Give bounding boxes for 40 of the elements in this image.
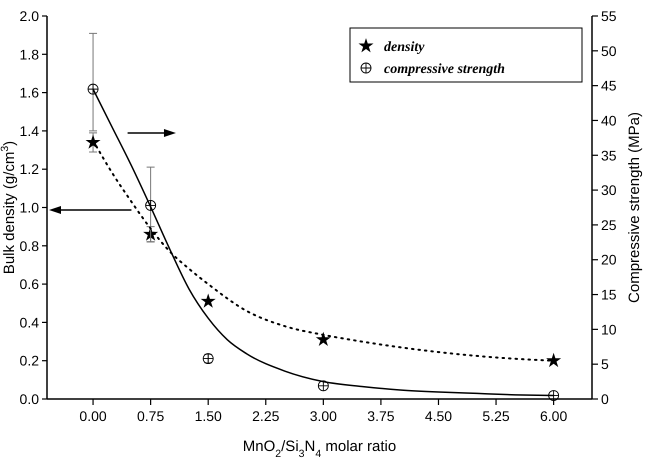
y-tick-label: 0.6 (20, 276, 40, 292)
x-tick-label: 5.25 (482, 408, 510, 424)
y-tick-label: 0.0 (20, 391, 40, 407)
point (318, 380, 329, 392)
y2-tick-label: 15 (601, 286, 617, 303)
x-tick-label: 6.00 (540, 408, 568, 424)
y2-tick-label: 20 (601, 252, 617, 268)
y-tick-label: 1.0 (20, 200, 40, 216)
y-tick-label: 1.8 (20, 46, 40, 62)
y-tick-label: 0.2 (20, 352, 40, 369)
x-tick-label: 0.00 (79, 408, 107, 424)
y2-tick-label: 0 (601, 391, 609, 407)
y2-tick-label: 30 (601, 182, 617, 198)
point (200, 293, 216, 308)
y2-tick-label: 25 (601, 216, 617, 233)
y2-tick-label: 45 (601, 78, 617, 94)
y2-tick-label: 35 (601, 147, 617, 164)
x-tick-label: 0.75 (137, 408, 164, 424)
y-tick-label: 0.4 (20, 314, 40, 330)
y-tick-label: 2.0 (20, 8, 40, 24)
x-axis-title: MnO$_{2}$/Si$_{3}$N$_{4}$ molar ratio (242, 438, 396, 460)
y2-tick-label: 55 (601, 8, 617, 24)
y2-tick-label: 10 (601, 321, 617, 338)
y-tick-label: 1.6 (20, 84, 40, 101)
y2-tick-label: 50 (601, 42, 617, 59)
legend-label: density (384, 40, 426, 55)
x-tick-label: 3.75 (367, 408, 395, 424)
x-tick-label: 2.25 (252, 408, 280, 424)
x-tick-label: 3.00 (310, 408, 338, 424)
point (546, 352, 562, 368)
y-tick-label: 1.4 (20, 122, 40, 139)
point (316, 332, 331, 346)
x-tick-label: 4.50 (424, 408, 452, 424)
x-tick-label: 1.50 (194, 408, 222, 424)
legend-label: compressive strength (384, 62, 506, 77)
y-tick-label: 0.8 (20, 238, 40, 254)
y-tick-label: 1.2 (20, 161, 40, 178)
y2-axis-title: Compressive strength (MPa) (626, 112, 643, 303)
y2-tick-label: 40 (601, 112, 617, 128)
y2-tick-label: 5 (601, 356, 609, 372)
